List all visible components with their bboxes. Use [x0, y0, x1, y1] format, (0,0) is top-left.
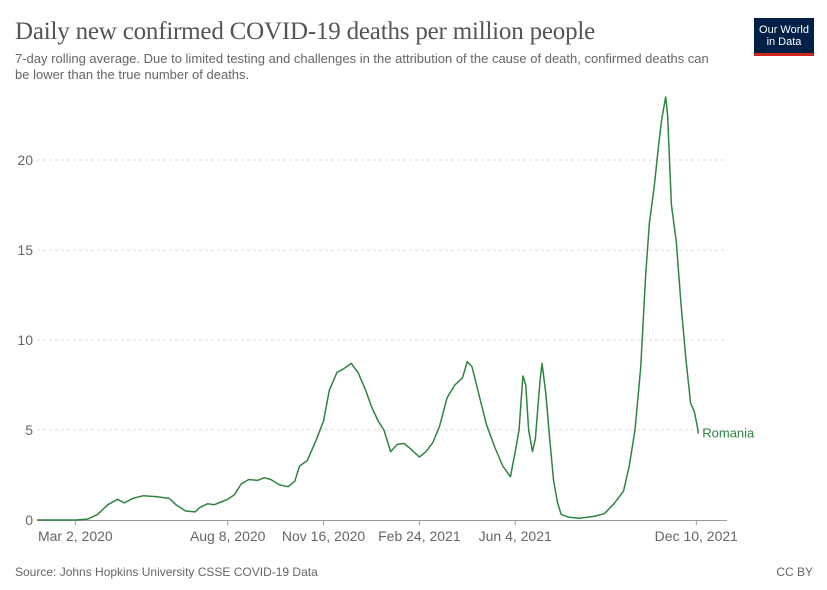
logo-line-1: Our World	[759, 24, 809, 36]
line-chart[interactable]: 0 5 10 15 20 Mar 2, 2020 Aug 8, 2020 Nov 16, 20…	[0, 0, 827, 560]
y-tick-label: 0	[25, 512, 33, 528]
y-tick-label: 5	[25, 422, 33, 438]
x-tick-label: Feb 24, 2021	[378, 528, 461, 544]
x-tick-label: Aug 8, 2020	[190, 528, 266, 544]
source-note[interactable]: Source: Johns Hopkins University CSSE CO…	[15, 565, 318, 579]
x-tick-label: Nov 16, 2020	[282, 528, 365, 544]
grid-lines	[37, 159, 727, 431]
y-tick-label: 10	[17, 332, 33, 348]
x-tick-label: Dec 10, 2021	[655, 528, 738, 544]
series-line-romania[interactable]	[37, 96, 699, 521]
logo-line-2: in Data	[766, 36, 802, 48]
x-tick-label: Jun 4, 2021	[479, 528, 552, 544]
y-tick-label: 20	[17, 152, 33, 168]
license-note[interactable]: CC BY	[776, 565, 813, 579]
owid-logo[interactable]: Our World in Data	[754, 18, 814, 56]
x-tick-label: Mar 2, 2020	[38, 528, 113, 544]
series-label: Romania	[702, 426, 755, 441]
series-labels: Romania	[702, 426, 755, 441]
chart-subtitle: 7-day rolling average. Due to limited te…	[15, 51, 709, 82]
series-lines[interactable]	[37, 96, 699, 521]
axes: 0 5 10 15 20 Mar 2, 2020 Aug 8, 2020 Nov 16, 20…	[17, 152, 738, 544]
y-tick-label: 15	[17, 242, 33, 258]
chart-title: Daily new confirmed COVID-19 deaths per …	[15, 18, 596, 45]
